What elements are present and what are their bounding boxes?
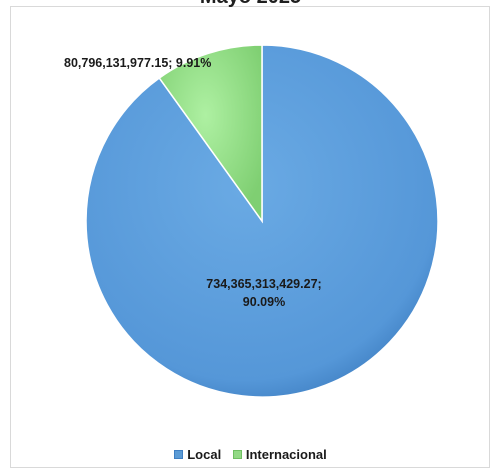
slice-label-internacional: 80,796,131,977.15; 9.91% bbox=[64, 56, 211, 70]
legend-item-local: Local bbox=[174, 447, 221, 462]
legend-swatch-local bbox=[174, 450, 184, 459]
legend-swatch-internacional bbox=[232, 450, 242, 459]
pie-slice-local bbox=[85, 44, 439, 398]
slice-label-local-percent: 90.09% bbox=[243, 295, 285, 309]
slice-label-local-value: 734,365,313,429.27; bbox=[206, 277, 321, 291]
legend-item-internacional: Internacional bbox=[232, 447, 327, 462]
chart-legend: Local Internacional bbox=[0, 447, 501, 462]
legend-label-local: Local bbox=[187, 447, 222, 462]
legend-label-internacional: Internacional bbox=[245, 447, 327, 462]
pie-slice-internacional bbox=[158, 44, 263, 224]
chart-title: Mayo 2025 bbox=[0, 0, 501, 9]
